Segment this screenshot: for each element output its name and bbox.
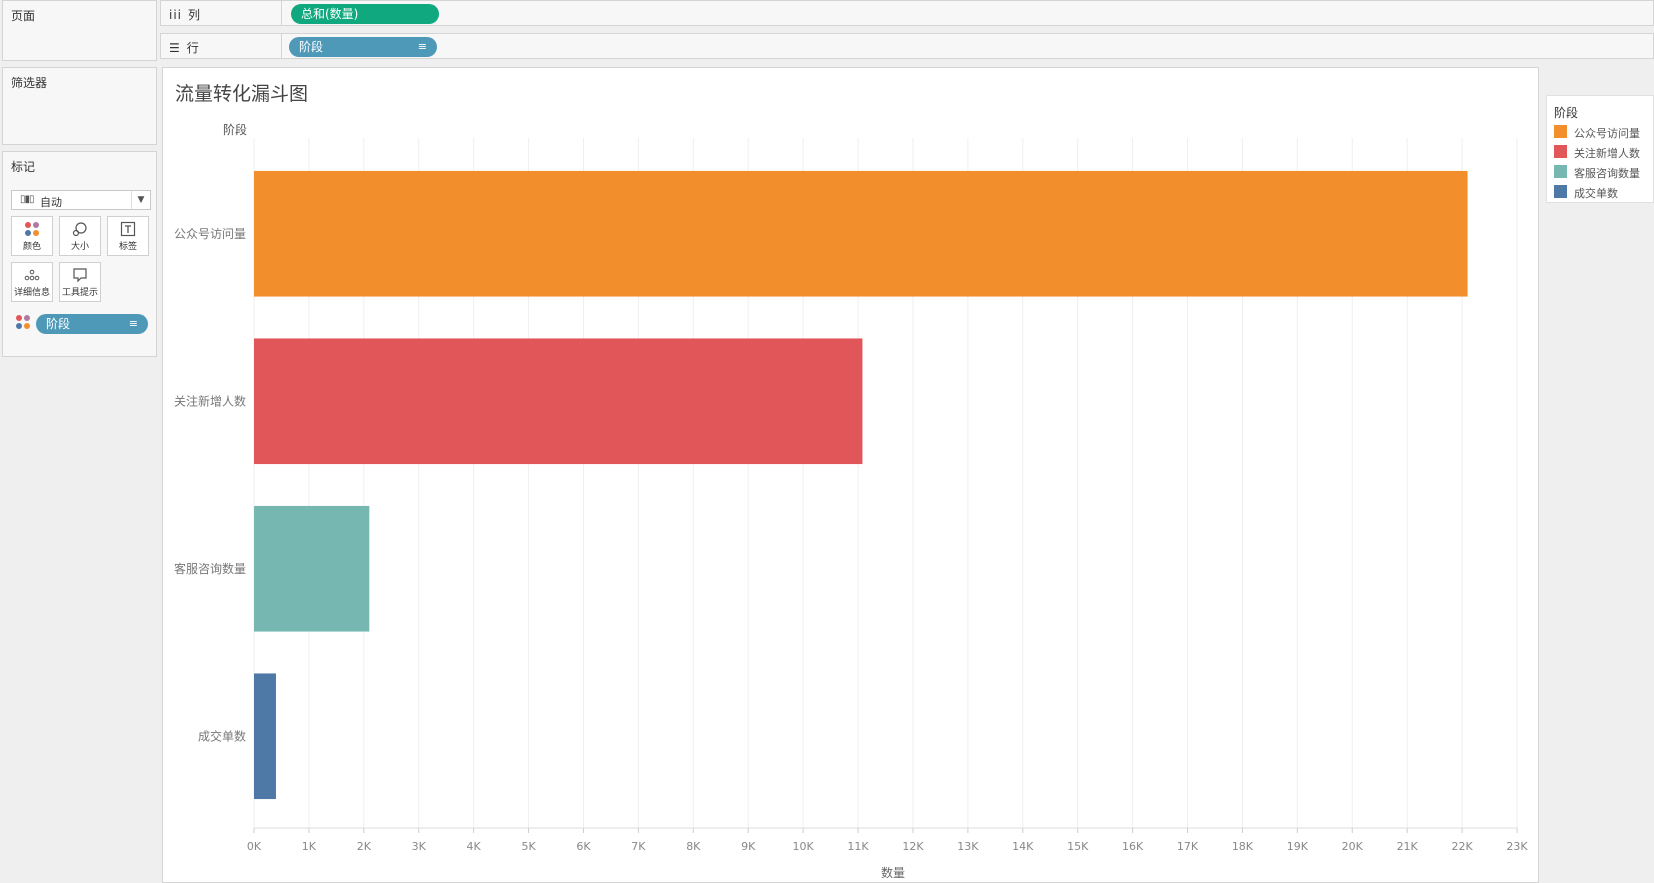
shelf-divider — [281, 1, 282, 25]
bar[interactable] — [254, 505, 370, 632]
rows-shelf-label: ☰ 行 — [169, 41, 199, 55]
x-tick-label: 11K — [847, 840, 869, 853]
text-label-icon — [108, 221, 148, 241]
detail-icon — [12, 267, 52, 287]
color-button[interactable]: 颜色 — [11, 216, 53, 256]
x-tick-label: 2K — [357, 840, 372, 853]
mark-type-dropdown[interactable]: ▯▮▯ 自动 ▼ — [11, 190, 151, 210]
x-tick-label: 14K — [1012, 840, 1034, 853]
sort-icon: ≡ — [417, 40, 427, 53]
x-tick-label: 16K — [1122, 840, 1144, 853]
y-category-label: 客服咨询数量 — [174, 561, 246, 576]
mark-type-label: 自动 — [40, 196, 62, 209]
label-button[interactable]: 标签 — [107, 216, 149, 256]
tooltip-button[interactable]: 工具提示 — [59, 262, 101, 302]
x-tick-label: 13K — [957, 840, 979, 853]
columns-field-pill[interactable]: 总和(数量) — [291, 4, 439, 24]
legend-swatch — [1554, 125, 1567, 138]
y-category-label: 关注新增人数 — [174, 393, 246, 408]
sort-icon: ≡ — [128, 317, 138, 330]
x-tick-label: 10K — [793, 840, 815, 853]
columns-shelf[interactable]: iii 列 总和(数量) — [160, 0, 1654, 26]
detail-button[interactable]: 详细信息 — [11, 262, 53, 302]
rows-field-pill[interactable]: 阶段 ≡ — [289, 37, 437, 57]
legend-label: 客服咨询数量 — [1574, 167, 1640, 180]
legend-label: 成交单数 — [1574, 187, 1618, 200]
size-icon — [60, 221, 100, 241]
x-tick-label: 6K — [576, 840, 591, 853]
legend-swatch — [1554, 145, 1567, 158]
color-legend[interactable]: 阶段 公众号访问量 关注新增人数 客服咨询数量 成交单数 — [1546, 95, 1654, 203]
shelf-divider — [281, 34, 282, 58]
x-tick-label: 19K — [1287, 840, 1309, 853]
legend-title: 阶段 — [1554, 106, 1579, 120]
color-dots-icon — [15, 314, 31, 334]
columns-field-pill-label: 总和(数量) — [301, 7, 359, 21]
filters-panel[interactable]: 筛选器 — [2, 67, 157, 145]
label-button-label: 标签 — [118, 242, 137, 252]
pages-panel[interactable]: 页面 — [2, 0, 157, 61]
x-tick-label: 17K — [1177, 840, 1199, 853]
x-tick-label: 22K — [1451, 840, 1473, 853]
x-tick-label: 21K — [1397, 840, 1419, 853]
x-tick-label: 3K — [412, 840, 427, 853]
rows-icon: ☰ — [169, 41, 181, 55]
x-tick-label: 23K — [1506, 840, 1528, 853]
chart-title: 流量转化漏斗图 — [175, 83, 308, 105]
color-button-label: 颜色 — [22, 242, 41, 252]
size-button[interactable]: 大小 — [59, 216, 101, 256]
bar[interactable] — [254, 673, 276, 800]
x-tick-label: 1K — [302, 840, 317, 853]
legend-swatch — [1554, 165, 1567, 178]
legend-label: 公众号访问量 — [1574, 127, 1640, 140]
x-tick-label: 18K — [1232, 840, 1254, 853]
size-button-label: 大小 — [70, 242, 89, 252]
marks-title: 标记 — [11, 160, 36, 174]
filters-title: 筛选器 — [11, 76, 48, 90]
x-tick-label: 5K — [521, 840, 536, 853]
x-tick-label: 9K — [741, 840, 756, 853]
rows-field-pill-label: 阶段 — [299, 40, 324, 54]
detail-button-label: 详细信息 — [13, 288, 50, 298]
viz-area: 流量转化漏斗图 阶段 公众号访问量 关注新增人数 客服咨询数量成交单数 0K 1K 2K… — [162, 67, 1539, 883]
legend-swatch — [1554, 185, 1567, 198]
bar[interactable] — [254, 170, 1468, 297]
pages-title: 页面 — [11, 9, 36, 23]
rows-shelf[interactable]: ☰ 行 阶段 ≡ — [160, 33, 1654, 59]
marks-panel: 标记 ▯▮▯ 自动 ▼ 颜色 大小 标签 详细信息 工具提示 — [2, 151, 157, 357]
x-tick-label: 20K — [1342, 840, 1364, 853]
color-field-pill-label: 阶段 — [46, 317, 71, 331]
chevron-down-icon[interactable]: ▼ — [131, 191, 150, 209]
x-tick-label: 12K — [902, 840, 924, 853]
x-tick-label: 4K — [467, 840, 482, 853]
x-tick-label: 7K — [631, 840, 646, 853]
y-category-label: 成交单数 — [198, 728, 246, 743]
x-tick-label: 15K — [1067, 840, 1089, 853]
tooltip-icon — [60, 267, 100, 287]
color-field-pill[interactable]: 阶段 ≡ — [36, 314, 148, 334]
x-axis-title: 数量 — [881, 865, 905, 880]
x-tick-label: 0K — [247, 840, 262, 853]
columns-icon: iii — [169, 8, 183, 22]
y-category-label: 公众号访问量 — [174, 227, 246, 241]
color-dots-icon — [12, 221, 52, 241]
legend-label: 关注新增人数 — [1574, 147, 1640, 160]
x-tick-label: 8K — [686, 840, 701, 853]
bar[interactable] — [254, 338, 863, 465]
tooltip-button-label: 工具提示 — [61, 288, 98, 298]
bar-chart-icon: ▯▮▯ — [20, 194, 34, 205]
columns-shelf-label: iii 列 — [169, 8, 201, 22]
row-header: 阶段 — [223, 122, 247, 137]
